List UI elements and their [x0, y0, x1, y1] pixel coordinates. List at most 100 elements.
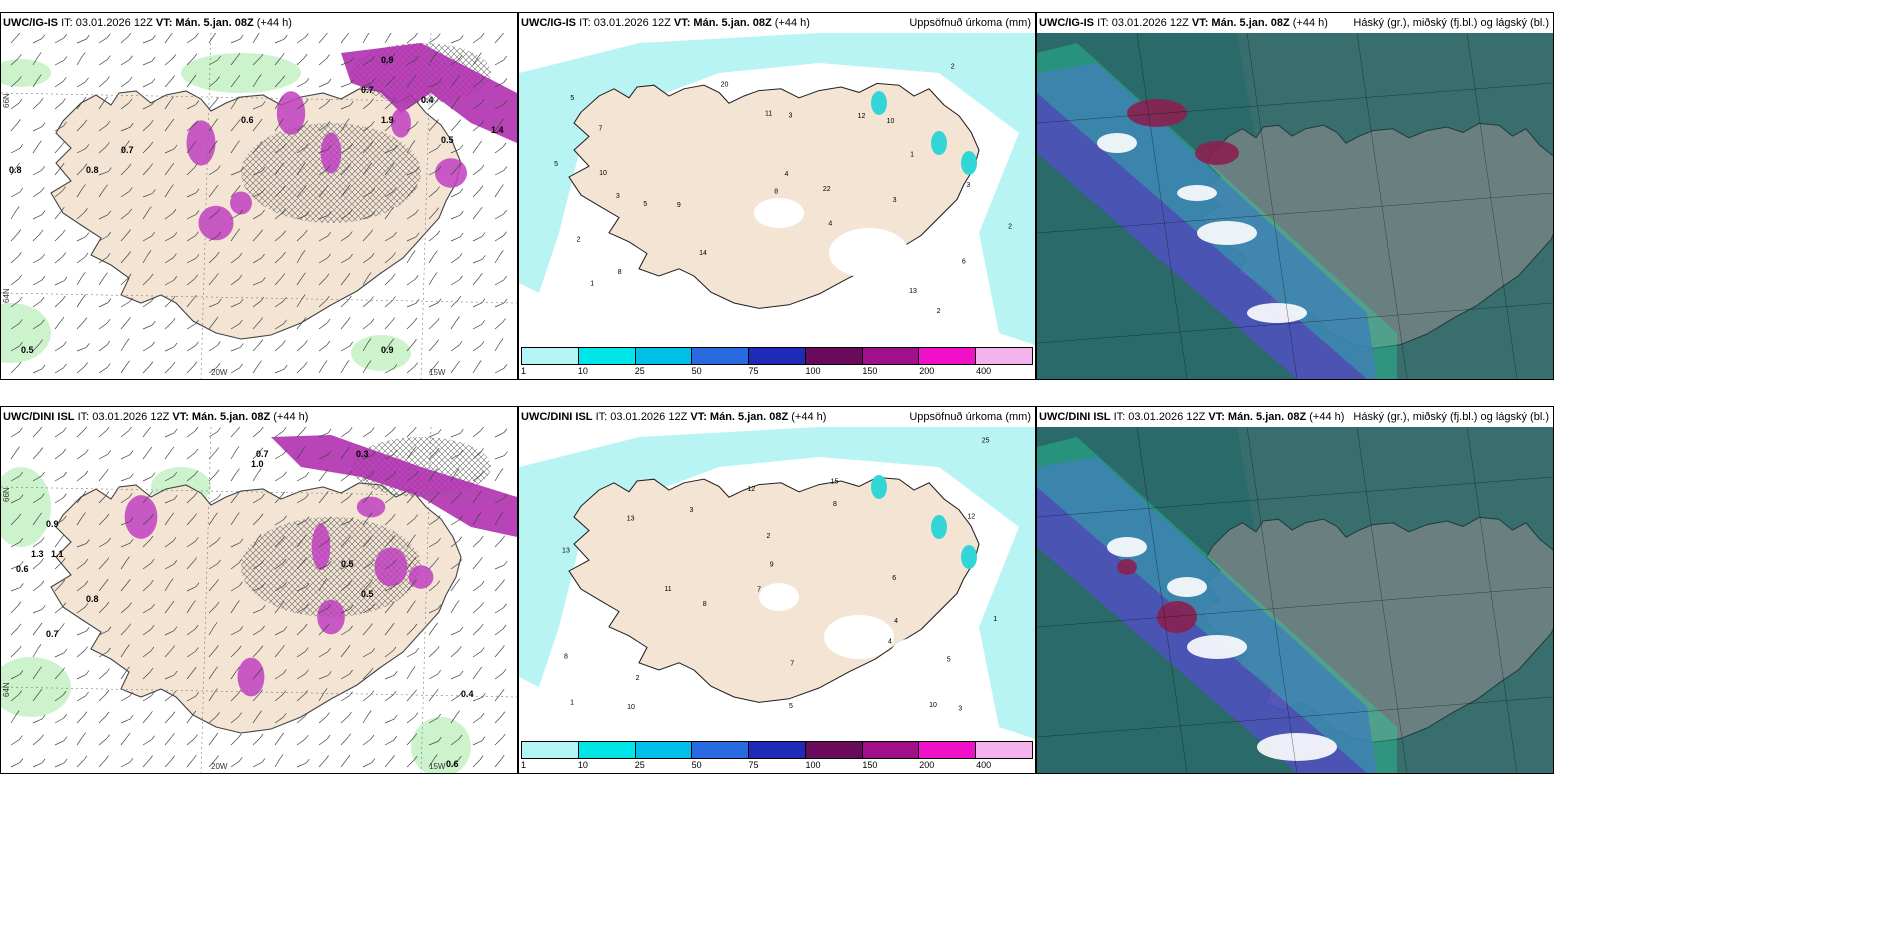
precip-value: 2: [937, 308, 941, 315]
legend-tick: 400: [976, 760, 992, 770]
axis-label: 64N: [2, 682, 11, 697]
legend-tick: 400: [976, 366, 992, 376]
precip-value: 8: [774, 189, 778, 196]
legend-tick: 150: [862, 366, 878, 376]
precip-value: 2: [951, 63, 955, 70]
value-label: 0.7: [46, 629, 59, 639]
precip-value: 3: [690, 507, 694, 514]
valid-time: VT: Mán. 5.jan. 08Z: [1191, 17, 1290, 29]
precip-value: 1: [570, 699, 574, 706]
precip-value: 12: [967, 514, 975, 521]
value-label: 1.1: [51, 549, 64, 559]
cloud-map: [1037, 33, 1553, 379]
model-name: UWC/DINI ISL: [1039, 411, 1111, 423]
value-label: 0.5: [361, 589, 374, 599]
precip-value: 12: [747, 486, 755, 493]
model-name: UWC/IG-IS: [521, 17, 576, 29]
axis-label: 15W: [429, 368, 446, 377]
panel-title: Uppsöfnuð úrkoma (mm): [909, 411, 1031, 423]
value-label: 0.9: [381, 345, 394, 355]
precip-value: 4: [888, 638, 892, 645]
value-label: 0.5: [341, 559, 354, 569]
precip-value: 7: [790, 661, 794, 668]
legend-swatch: [578, 348, 636, 364]
value-label: 0.7: [361, 85, 374, 95]
model-name: UWC/DINI ISL: [521, 411, 593, 423]
panel-title: Háský (gr.), miðský (fj.bl.) og lágský (…: [1353, 17, 1549, 29]
valid-time: VT: Mán. 5.jan. 08Z: [673, 17, 772, 29]
panel-cloud-dini: UWC/DINI ISL IT: 03.01.2026 12Z VT: Mán.…: [1036, 406, 1554, 774]
value-label: 1.4: [491, 125, 504, 135]
panel-precip-dini: UWC/DINI ISL IT: 03.01.2026 12Z VT: Mán.…: [518, 406, 1036, 774]
precip-value: 3: [893, 197, 897, 204]
precip-legend: 1 10 25 50 75 100 150 200 400: [521, 347, 1033, 377]
panel-title: Uppsöfnuð úrkoma (mm): [909, 17, 1031, 29]
precip-value: 5: [947, 656, 951, 663]
value-label: 0.8: [9, 165, 22, 175]
precip-value: 1: [590, 281, 594, 288]
panel-title: Háský (gr.), miðský (fj.bl.) og lágský (…: [1353, 411, 1549, 423]
value-label: 0.4: [421, 95, 434, 105]
legend-tick: 200: [919, 760, 935, 770]
legend-swatch: [919, 348, 977, 364]
panel-header: UWC/DINI ISL IT: 03.01.2026 12Z VT: Mán.…: [1037, 407, 1553, 427]
legend-tick: 150: [862, 760, 878, 770]
precip-value: 25: [982, 438, 990, 445]
precip-value: 14: [699, 250, 707, 257]
precip-value: 13: [562, 548, 570, 555]
precip-value: 3: [958, 706, 962, 713]
precip-value: 3: [789, 113, 793, 120]
legend-swatch: [692, 742, 750, 758]
panel-header: UWC/IG-IS IT: 03.01.2026 12Z VT: Mán. 5.…: [1, 13, 517, 33]
precip-value: 2: [636, 675, 640, 682]
init-time: IT: 03.01.2026 12Z: [595, 411, 688, 423]
value-label: 0.5: [21, 345, 34, 355]
panel-wind-igis: UWC/IG-IS IT: 03.01.2026 12Z VT: Mán. 5.…: [0, 12, 518, 380]
precip-value: 6: [892, 575, 896, 582]
value-label: 0.8: [86, 165, 99, 175]
legend-tick: 1: [521, 366, 527, 376]
precip-value: 3: [616, 193, 620, 200]
valid-time: VT: Mán. 5.jan. 08Z: [1208, 411, 1307, 423]
precip-value: 8: [833, 501, 837, 508]
lead-time: (+44 h): [1309, 411, 1345, 423]
value-label: 0.9: [381, 55, 394, 65]
precip-value: 1: [910, 151, 914, 158]
precip-value: 10: [929, 702, 937, 709]
value-label: 0.9: [46, 519, 59, 529]
legend-swatch: [578, 742, 636, 758]
value-label: 0.5: [441, 135, 454, 145]
precip-value: 8: [564, 654, 568, 661]
value-label: 0.3: [356, 449, 369, 459]
axis-label: 20W: [211, 762, 228, 771]
legend-tick: 10: [577, 366, 588, 376]
value-label: 0.8: [86, 594, 99, 604]
precip-legend: 1 10 25 50 75 100 150 200 400: [521, 741, 1033, 771]
legend-swatch: [635, 742, 693, 758]
precip-value: 20: [721, 81, 729, 88]
lead-time: (+44 h): [791, 411, 827, 423]
precip-value: 7: [599, 126, 603, 133]
init-time: IT: 03.01.2026 12Z: [1097, 17, 1189, 29]
panel-header: UWC/IG-IS IT: 03.01.2026 12Z VT: Mán. 5.…: [519, 13, 1035, 33]
precip-value: 7: [757, 586, 761, 593]
legend-tick: 75: [748, 366, 759, 376]
precip-value: 22: [823, 186, 831, 193]
legend-swatch: [522, 742, 579, 758]
legend-tick: 100: [805, 760, 821, 770]
init-time: IT: 03.01.2026 12Z: [61, 17, 153, 29]
value-label: 0.7: [256, 449, 269, 459]
panel-precip-igis: UWC/IG-IS IT: 03.01.2026 12Z VT: Mán. 5.…: [518, 12, 1036, 380]
legend-swatch: [919, 742, 977, 758]
legend-tick: 200: [919, 366, 935, 376]
lead-time: (+44 h): [774, 17, 810, 29]
value-label: 0.6: [446, 759, 459, 769]
legend-tick: 50: [691, 366, 702, 376]
value-label: 0.4: [461, 689, 474, 699]
precip-value: 13: [627, 516, 635, 523]
value-label: 0.6: [241, 115, 254, 125]
precip-value: 2: [766, 533, 770, 540]
panel-header: UWC/DINI ISL IT: 03.01.2026 12Z VT: Mán.…: [519, 407, 1035, 427]
precip-value: 5: [789, 703, 793, 710]
valid-time: VT: Mán. 5.jan. 08Z: [155, 17, 254, 29]
